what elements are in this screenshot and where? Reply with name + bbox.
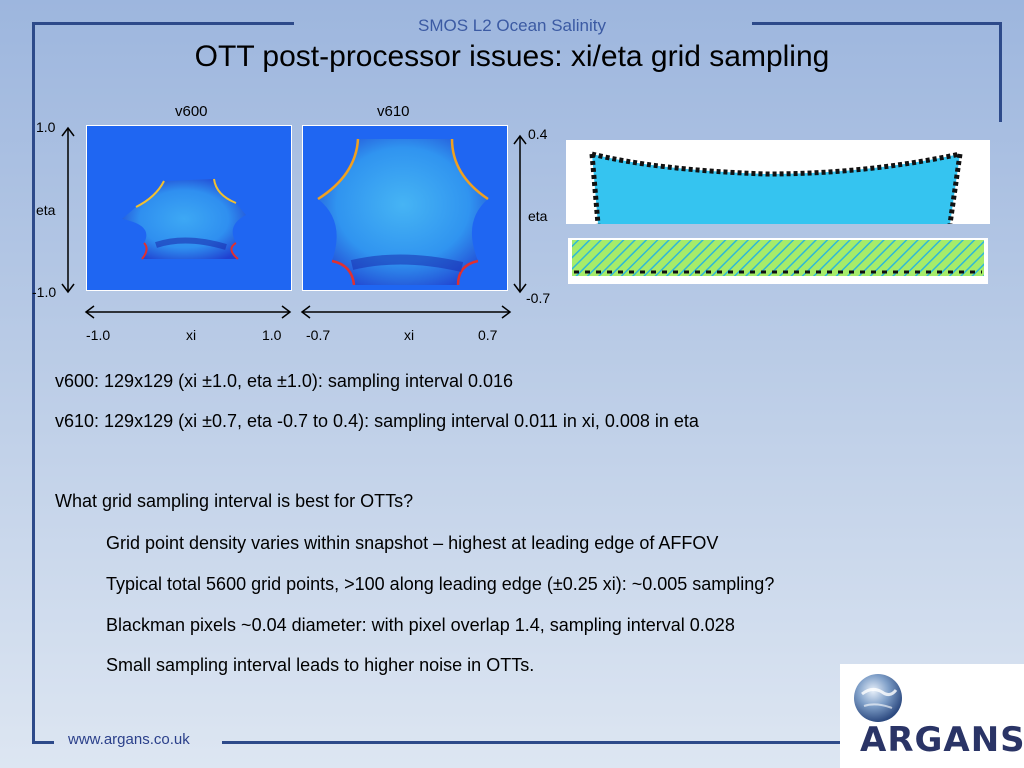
frame-left xyxy=(32,22,35,744)
bullet-item: Blackman pixels ~0.04 diameter: with pix… xyxy=(106,615,735,635)
right-axis-top: 0.4 xyxy=(528,126,548,142)
frame-top-left xyxy=(32,22,294,25)
footer-url-link[interactable]: www.argans.co.uk xyxy=(68,731,190,748)
left-axis-bottom: -1.0 xyxy=(32,284,57,300)
xaxis-v610-arrow xyxy=(300,305,512,319)
xaxis-v600-arrow xyxy=(84,305,292,319)
frame-bottom-left xyxy=(32,741,54,744)
right-axis-arrow xyxy=(513,134,527,294)
xaxis-v600-left: -1.0 xyxy=(86,327,111,343)
left-axis-arrow xyxy=(61,126,75,294)
plot-v600-label: v600 xyxy=(175,103,208,120)
xaxis-v610-right: 0.7 xyxy=(478,327,498,343)
frame-top-right xyxy=(752,22,1002,25)
argans-logo: ARGANS xyxy=(860,720,1024,760)
body-line-v600: v600: 129x129 (xi ±1.0, eta ±1.0): sampl… xyxy=(55,371,514,391)
bullet-item: Typical total 5600 grid points, >100 alo… xyxy=(106,574,775,594)
xaxis-v610-left: -0.7 xyxy=(306,327,331,343)
bullet-item: Small sampling interval leads to higher … xyxy=(106,655,535,675)
body-question: What grid sampling interval is best for … xyxy=(55,491,414,511)
xaxis-v600-label: xi xyxy=(186,327,197,343)
body-line-v610: v610: 129x129 (xi ±0.7, eta -0.7 to 0.4)… xyxy=(55,411,699,431)
xaxis-v600-right: 1.0 xyxy=(262,327,282,343)
left-axis-top: 1.0 xyxy=(36,119,56,135)
left-axis-label: eta xyxy=(36,202,56,218)
plot-v600-image xyxy=(86,125,292,291)
right-axis-label: eta xyxy=(528,208,548,224)
plot-v610-label: v610 xyxy=(377,103,410,120)
slide-header: SMOS L2 Ocean Salinity xyxy=(417,16,607,35)
globe-icon xyxy=(854,674,902,722)
bullet-item: Grid point density varies within snapsho… xyxy=(106,533,719,553)
slide-title: OTT post-processor issues: xi/eta grid s… xyxy=(194,40,830,73)
frame-bottom-right xyxy=(222,741,840,744)
grid-sampling-image-bottom xyxy=(568,238,988,284)
frame-right xyxy=(999,22,1002,122)
plot-v610-image xyxy=(302,125,508,291)
xaxis-v610-label: xi xyxy=(404,327,415,343)
right-axis-bottom: -0.7 xyxy=(526,290,551,306)
grid-sampling-image-top xyxy=(566,140,990,224)
